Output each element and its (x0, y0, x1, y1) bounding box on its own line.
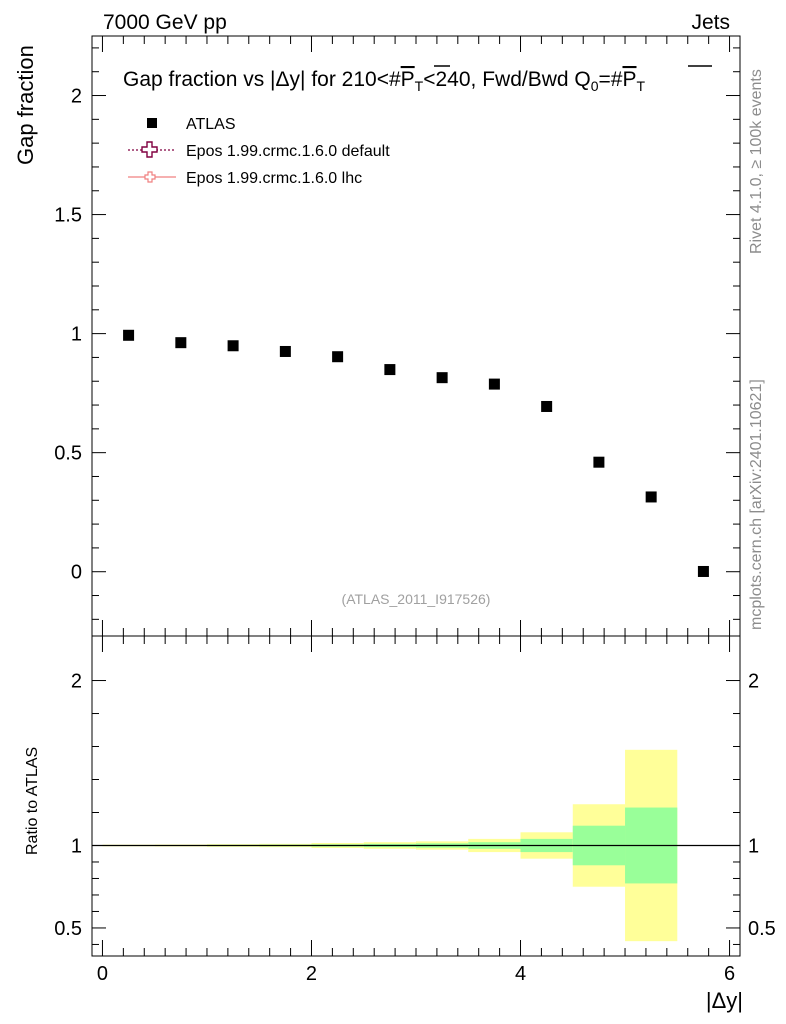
main-y-tick-labels: 0 0.5 1 1.5 2 (54, 86, 82, 584)
ratio-y-tick-labels: 0.5 0.5 1 1 2 2 (54, 671, 776, 940)
atlas-data-point (279, 345, 291, 357)
atlas-data-point (697, 565, 709, 577)
main-y-tick-label: 1 (71, 324, 82, 346)
ratio-y-tick-label-left: 0.5 (54, 918, 82, 940)
ratio-y-axis-label: Ratio to ATLAS (24, 747, 41, 855)
atlas-data-point (645, 491, 657, 503)
header-process-label: Jets (691, 11, 730, 34)
x-tick-label: 4 (515, 963, 526, 985)
legend-epos-lhc-label: Epos 1.99.crmc.1.6.0 lhc (186, 170, 362, 187)
ratio-axis-ticks (92, 636, 740, 956)
ratio-y-tick-label-right: 1 (748, 835, 759, 857)
ratio-y-tick-label-right: 0.5 (748, 918, 776, 940)
ratio-x-tick-labels: 0 2 4 6 (97, 963, 735, 985)
legend-epos-lhc-marker (144, 171, 156, 183)
legend-atlas-label: ATLAS (186, 116, 236, 133)
main-axis-ticks (92, 36, 740, 636)
main-y-tick-label: 0.5 (54, 443, 82, 465)
atlas-data-point (123, 329, 135, 341)
header-energy-label: 7000 GeV pp (103, 11, 227, 34)
atlas-data-point (227, 340, 239, 352)
atlas-data-points (123, 329, 709, 577)
atlas-data-point (332, 351, 344, 363)
atlas-data-point (384, 364, 396, 376)
main-chart-title: Gap fraction vs |Δy| for 210<#PT<240, Fw… (123, 68, 646, 94)
ratio-y-tick-label-left: 2 (71, 671, 82, 693)
ratio-panel: 0.5 0.5 1 1 2 2 0 2 4 6 Ratio to ATLAS |Δy| (24, 635, 776, 1013)
legend: ATLAS Epos 1.99.crmc.1.6.0 default Epos … (128, 116, 390, 187)
rivet-version-label: Rivet 4.1.0, ≥ 100k events (748, 69, 765, 254)
x-axis-label: |Δy| (706, 988, 743, 1013)
ratio-y-tick-label-right: 2 (748, 671, 759, 693)
x-tick-label: 2 (306, 963, 317, 985)
legend-atlas-marker (147, 118, 157, 128)
atlas-data-point (541, 400, 553, 412)
mcplots-label: mcplots.cern.ch [arXiv:2401.10621] (748, 379, 765, 630)
atlas-data-point (175, 337, 187, 349)
title-p-overline-1: P (401, 68, 415, 91)
atlas-data-point (436, 372, 448, 384)
x-tick-label: 6 (724, 963, 735, 985)
main-y-tick-label: 0 (71, 562, 82, 584)
legend-epos-default-marker (141, 141, 158, 158)
atlas-data-point (593, 456, 605, 468)
main-panel: 0 0.5 1 1.5 2 Gap fraction Gap fraction vs |… (13, 35, 741, 637)
ratio-y-tick-label-left: 1 (71, 835, 82, 857)
legend-epos-default-label: Epos 1.99.crmc.1.6.0 default (186, 143, 390, 160)
atlas-data-point (488, 378, 500, 390)
x-tick-label: 0 (97, 963, 108, 985)
main-y-tick-label: 1.5 (54, 205, 82, 227)
main-y-axis-label: Gap fraction (13, 45, 38, 165)
main-y-tick-label: 2 (71, 86, 82, 108)
analysis-watermark: (ATLAS_2011_I917526) (342, 591, 491, 607)
